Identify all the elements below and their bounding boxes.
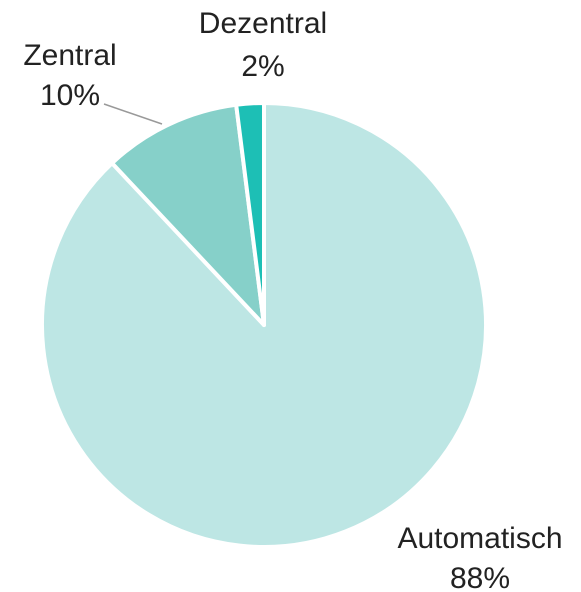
slice-label: Dezentral xyxy=(199,7,327,40)
slice-label: Zentral xyxy=(23,39,116,72)
slice-label: Automatisch xyxy=(397,522,562,555)
slice-value-label: 10% xyxy=(40,79,100,112)
pie-slice xyxy=(234,101,266,327)
slice-value-label: 88% xyxy=(450,562,510,592)
leader-line xyxy=(103,103,163,125)
pie-slice xyxy=(110,102,266,327)
slice-value-label: 2% xyxy=(241,50,284,83)
